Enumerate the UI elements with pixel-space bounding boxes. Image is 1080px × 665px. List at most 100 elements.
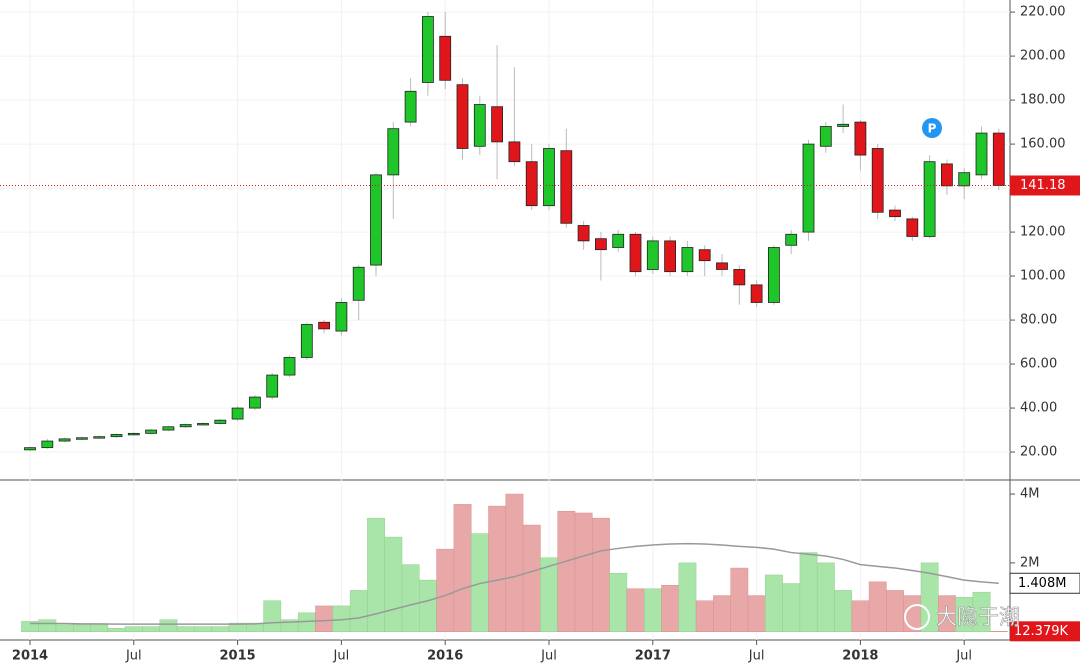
candle-body (854, 121, 867, 156)
candle-body (266, 374, 279, 398)
volume-bar (592, 517, 610, 632)
volume-bar (55, 624, 74, 632)
y-tick-label: 60.00 (1020, 357, 1057, 372)
candle-body (197, 423, 209, 426)
candle-body (404, 90, 417, 123)
y-tick-label: 160.00 (1020, 137, 1066, 152)
y2-tick-label: 2M (1020, 555, 1040, 570)
volume-bar (557, 511, 576, 632)
volume-bar (38, 619, 57, 632)
candle-body (58, 438, 71, 442)
volume-bar (765, 574, 783, 632)
candle-body (162, 426, 175, 431)
candle-body (283, 357, 296, 376)
candle-body (24, 447, 36, 451)
volume-bar (505, 493, 524, 632)
candle-body (318, 321, 331, 330)
current-price-tag (1010, 175, 1080, 196)
volume-bar (816, 562, 835, 632)
candle-body (456, 84, 469, 149)
volume-bar (488, 505, 507, 632)
y-tick-label: 100.00 (1020, 269, 1066, 284)
candle-body (595, 238, 607, 251)
candle-body (819, 126, 832, 147)
candle-body (871, 148, 884, 213)
x-tick-label: Jul (333, 649, 350, 664)
candle-body (145, 429, 158, 434)
candle-body (41, 440, 54, 449)
candle-body (612, 233, 625, 248)
volume-bar (436, 548, 455, 632)
candle-body (698, 249, 711, 262)
volume-bar (574, 512, 593, 632)
candle-body (768, 247, 780, 303)
candle-body (802, 143, 815, 233)
candle-body (785, 233, 798, 246)
volume-bar (868, 581, 887, 632)
candle-body (837, 123, 849, 127)
candle-body (889, 209, 901, 218)
volume-bar (384, 536, 403, 632)
volume-bar (73, 624, 91, 632)
candle-body (923, 161, 936, 237)
volume-bar (401, 564, 420, 632)
candle-body (906, 218, 919, 237)
volume-bar (834, 590, 853, 632)
x-tick-label: 2017 (635, 649, 671, 664)
candle-body (525, 161, 538, 207)
y-tick-label: 200.00 (1020, 49, 1066, 64)
y-tick-label: 120.00 (1020, 225, 1066, 240)
volume-bar (678, 562, 697, 632)
volume-bar (90, 624, 109, 632)
candle-body (664, 240, 676, 273)
y-tick-label: 80.00 (1020, 313, 1057, 328)
volume-bar (349, 590, 368, 632)
x-tick-label: Jul (540, 649, 557, 664)
y-tick-label: 40.00 (1020, 401, 1057, 416)
candle-body (750, 284, 763, 303)
current-price-label: 141.18 (1020, 178, 1066, 193)
ma-tag (1009, 572, 1080, 594)
volume-bar (747, 595, 766, 632)
volume-tag-label: 12.379K (1014, 624, 1068, 639)
candle-body (508, 141, 521, 163)
candle-body (214, 419, 227, 424)
candle-body (733, 269, 746, 286)
candle-body (491, 106, 504, 143)
volume-bar (315, 605, 334, 632)
volume-bar (661, 585, 680, 632)
volume-bar (211, 626, 230, 632)
candle-body (93, 436, 106, 439)
event-marker[interactable] (922, 118, 942, 138)
candle-body (716, 262, 728, 270)
candle-body (335, 302, 348, 332)
volume-bar (453, 504, 472, 632)
candle-body (248, 396, 261, 409)
candle-body (421, 16, 434, 83)
volume-bar (194, 626, 212, 632)
y2-tick-label: 4M (1020, 487, 1040, 502)
y-tick-label: 180.00 (1020, 93, 1066, 108)
volume-bar (522, 524, 541, 632)
candle-body (370, 174, 382, 266)
candle-body (577, 225, 590, 242)
volume-ma-line (30, 542, 999, 625)
candle-body (975, 132, 988, 176)
volume-bar (626, 588, 645, 632)
volume-tag (1010, 621, 1080, 642)
x-tick-label: 2015 (220, 649, 256, 664)
candle-body (646, 240, 659, 270)
volume-bar (782, 583, 801, 632)
candle-body (352, 266, 365, 301)
x-tick-label: 2016 (427, 649, 463, 664)
x-tick-label: 2014 (12, 649, 48, 664)
candle-body (958, 172, 971, 187)
volume-bar (263, 600, 282, 632)
candle-body (300, 324, 313, 358)
candle-body (681, 247, 694, 273)
candle-body (439, 35, 452, 81)
volume-bar (851, 600, 870, 632)
x-tick-label: 2018 (842, 649, 878, 664)
volume-bar (695, 600, 714, 632)
